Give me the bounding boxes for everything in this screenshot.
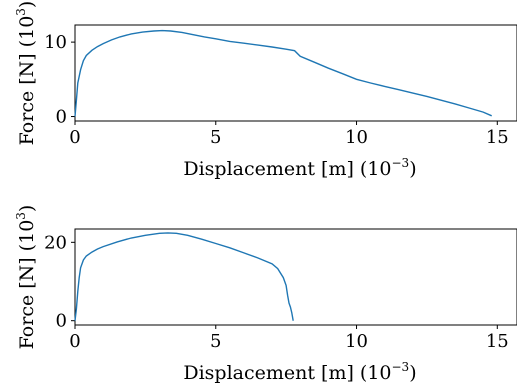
bottom-xlabel-scale: (10 — [360, 362, 392, 384]
bottom-x-tick-label: 15 — [486, 331, 509, 352]
top-xlabel-close: ) — [409, 158, 416, 180]
top-ylabel-close: ) — [16, 1, 38, 8]
top-x-tick-label: 15 — [486, 127, 509, 148]
top-ylabel-scale: (10 — [16, 16, 38, 48]
bottom-xlabel: Displacement [m] — [183, 362, 354, 384]
top-y-ticks: 0 10 — [44, 32, 75, 128]
bottom-y-tick-label: 0 — [56, 311, 67, 332]
bottom-x-tick-label: 10 — [345, 331, 368, 352]
bottom-y-ticks: 0 20 — [44, 232, 75, 332]
bottom-ylabel-exp: 3 — [14, 212, 28, 220]
top-force-curve — [74, 29, 492, 117]
top-y-axis-title: Force [N] (103) — [14, 1, 38, 146]
bottom-xlabel-exp: −3 — [392, 360, 410, 374]
bottom-force-curve — [74, 232, 294, 321]
top-y-tick-label: 0 — [56, 107, 67, 128]
bottom-y-axis-title: Force [N] (103) — [14, 205, 38, 350]
top-x-axis-title: Displacement [m] (10−3) — [183, 156, 416, 180]
top-xlabel: Displacement [m] — [183, 158, 354, 180]
bottom-plot-frame — [74, 228, 517, 326]
bottom-ylabel-close: ) — [16, 205, 38, 212]
top-y-tick-label: 10 — [44, 32, 67, 53]
top-ylabel: Force [N] — [16, 53, 38, 145]
top-x-tick-label: 0 — [69, 127, 80, 148]
bottom-ylabel-scale: (10 — [16, 220, 38, 252]
bottom-x-ticks: 0 5 10 15 — [69, 325, 509, 352]
bottom-panel: 0 5 10 15 020 Displacement [m] (10−3) Force … — [14, 205, 517, 384]
bottom-y-tick-label: 20 — [44, 232, 67, 253]
top-xlabel-scale: (10 — [360, 158, 392, 180]
top-x-tick-label: 10 — [345, 127, 368, 148]
top-x-ticks: 0 5 10 15 — [69, 121, 509, 148]
bottom-x-axis-title: Displacement [m] (10−3) — [183, 360, 416, 384]
bottom-x-tick-label: 0 — [69, 331, 80, 352]
top-plot-frame — [74, 24, 517, 122]
top-panel: 0 5 10 15 010 Displacement [m] (10−3) Force … — [14, 1, 517, 180]
bottom-x-tick-label: 5 — [210, 331, 221, 352]
top-ylabel-exp: 3 — [14, 8, 28, 16]
top-xlabel-exp: −3 — [392, 156, 410, 170]
bottom-xlabel-close: ) — [409, 362, 416, 384]
top-x-tick-label: 5 — [210, 127, 221, 148]
bottom-ylabel: Force [N] — [16, 257, 38, 349]
